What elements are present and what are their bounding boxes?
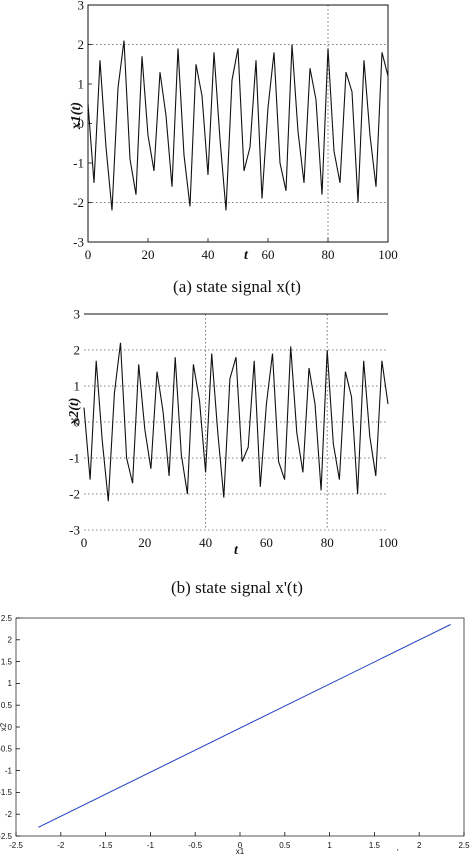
x-tick-label: 60 bbox=[260, 535, 273, 550]
y-tick-label: -0.5 bbox=[0, 745, 13, 754]
y-tick-label: -1 bbox=[69, 451, 80, 466]
x-tick-label: 1.5 bbox=[369, 841, 381, 850]
y-tick-label: -1 bbox=[73, 156, 84, 171]
x-tick-label: 60 bbox=[262, 247, 275, 262]
y-tick-label: 1 bbox=[8, 679, 13, 688]
x-tick-label: 0.5 bbox=[279, 841, 291, 850]
y-tick-label: -2 bbox=[69, 487, 80, 502]
x-tick-label: 20 bbox=[142, 247, 155, 262]
y-tick-label: 2 bbox=[74, 343, 81, 358]
series-line bbox=[87, 40, 389, 211]
y-tick-label: 1 bbox=[74, 379, 81, 394]
caption-b: (b) state signal x'(t) bbox=[171, 578, 303, 597]
y-tick-label: 3 bbox=[74, 307, 81, 322]
y-axis-label: x2(t) bbox=[67, 398, 82, 426]
x-tick-label: 100 bbox=[378, 535, 398, 550]
x-tick-label: 40 bbox=[199, 535, 212, 550]
y-tick-label: -2 bbox=[5, 810, 13, 819]
chart-c: -2.5 -2 -1.5 -1 -0.5 0 0.5 1 1.5 2 2.5 -2.5 -2 -1.5 -1… bbox=[0, 610, 474, 863]
y-tick-label: -2 bbox=[73, 195, 84, 210]
y-tick-label: -3 bbox=[69, 523, 80, 538]
chart-b: 0 20 40 60 80 100 -3 -2 -1 0 1 2 3 t x2(t) bbox=[0, 305, 474, 560]
y-tick-label: 1 bbox=[78, 77, 85, 92]
x-tick-label: 80 bbox=[321, 535, 334, 550]
x-tick-label: 0 bbox=[85, 247, 92, 262]
y-tick-label: -1.5 bbox=[0, 788, 13, 797]
x-tick-label: 0 bbox=[81, 535, 88, 550]
y-tick-label: 0 bbox=[8, 723, 13, 732]
x-tick-label: 2.5 bbox=[458, 841, 470, 850]
x-axis-label: x1 bbox=[236, 847, 245, 856]
y-tick-label: -1 bbox=[5, 766, 13, 775]
x-tick-label: -1.5 bbox=[99, 841, 113, 850]
x-tick-label: -0.5 bbox=[188, 841, 202, 850]
y-tick-label: 1.5 bbox=[1, 657, 13, 666]
y-tick-label: 3 bbox=[78, 0, 85, 13]
caption-a: (a) state signal x(t) bbox=[173, 277, 301, 296]
series-line bbox=[38, 624, 451, 828]
x-axis-label: t bbox=[244, 248, 249, 263]
x-tick-label: 1 bbox=[327, 841, 332, 850]
y-tick-label: 0 bbox=[74, 415, 81, 430]
x-tick-label: 20 bbox=[138, 535, 151, 550]
y-tick-label: -3 bbox=[73, 235, 84, 250]
x-tick-label: 100 bbox=[378, 247, 398, 262]
chart-a-svg: 0 20 40 60 80 100 -3 -2 -1 0 1 2 3 t x1(t) bbox=[69, 0, 398, 263]
y-tick-label: -2.5 bbox=[0, 832, 13, 841]
x-tick-label: -1 bbox=[147, 841, 155, 850]
series-line bbox=[83, 342, 389, 502]
y-tick-label: 0.5 bbox=[1, 701, 13, 710]
x-tick-label: 0 bbox=[238, 841, 243, 850]
x-axis-label: t bbox=[234, 543, 239, 558]
x-tick-label: 2 bbox=[417, 841, 422, 850]
corner-mark: ' bbox=[397, 848, 399, 857]
chart-c-svg: -2.5 -2 -1.5 -1 -0.5 0 0.5 1 1.5 2 2.5 -2.5 -2 -1.5 -1… bbox=[0, 614, 470, 857]
x-tick-label: -2.5 bbox=[9, 841, 23, 850]
chart-b-svg: 0 20 40 60 80 100 -3 -2 -1 0 1 2 3 t x2(t) bbox=[67, 307, 398, 558]
y-tick-label: 0 bbox=[78, 116, 85, 131]
x-tick-label: 40 bbox=[202, 247, 215, 262]
y-tick-label: 2 bbox=[8, 636, 13, 645]
chart-a: 0 20 40 60 80 100 -3 -2 -1 0 1 2 3 t x1(t) bbox=[0, 0, 474, 270]
y-axis-label: x2 bbox=[0, 722, 8, 731]
x-tick-label: -2 bbox=[57, 841, 65, 850]
y-tick-label: 2 bbox=[78, 37, 85, 52]
y-tick-label: 2.5 bbox=[1, 614, 13, 623]
y-axis-label: x1(t) bbox=[69, 102, 84, 130]
x-tick-label: 80 bbox=[322, 247, 335, 262]
